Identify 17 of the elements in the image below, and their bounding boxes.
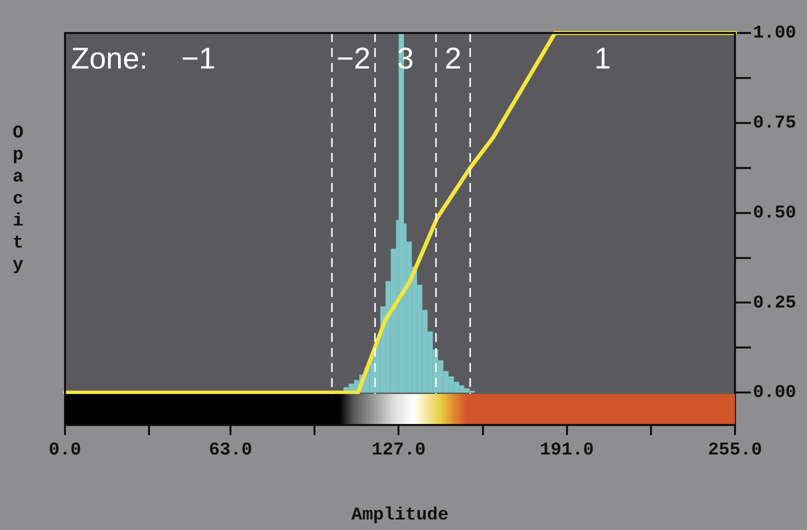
y-tick-label: 0.75 [753,113,796,134]
annotation: −2 [336,42,371,76]
x-tick-label: 63.0 [208,440,252,460]
x-axis-title: Amplitude [351,506,449,526]
annotation: −1 [181,42,216,76]
y-tick-label: 0.50 [753,203,796,224]
annotation: 1 [594,42,611,76]
y-tick-label: 0.25 [753,293,796,314]
x-tick-label: 191.0 [540,440,594,460]
y-tick-label: 1.00 [753,24,796,44]
x-tick-label: 255.0 [708,440,762,460]
y-axis-title: Opacity [12,124,24,276]
annotation: Zone: [71,42,148,76]
annotation: 2 [444,42,462,76]
y-tick-label: 0.00 [753,383,796,404]
x-tick-label: 0.0 [48,440,82,460]
x-tick-label: 127.0 [372,440,426,460]
